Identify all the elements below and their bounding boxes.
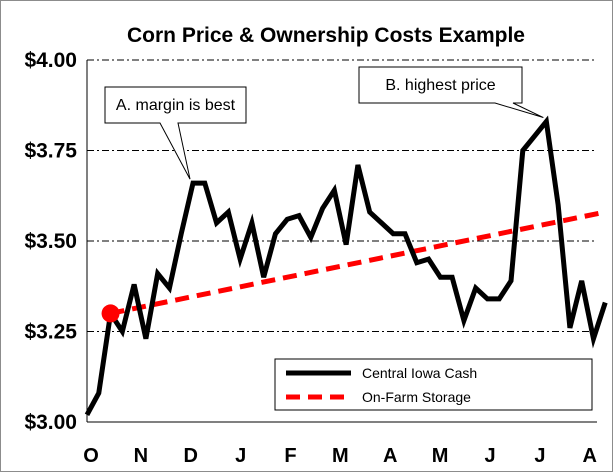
y-tick-label: $4.00 <box>24 49 77 72</box>
x-tick-label: M <box>432 445 449 467</box>
x-tick-label: O <box>83 445 99 467</box>
y-tick-label: $3.75 <box>24 140 77 163</box>
grid-lines <box>87 59 597 332</box>
series-line-on-farm-storage <box>110 209 606 316</box>
series-line-central-iowa-cash <box>84 115 608 416</box>
callout-label: A. margin is best <box>116 97 236 114</box>
legend: Central Iowa Cash On-Farm Storage <box>274 358 593 411</box>
series-group <box>84 115 608 416</box>
legend-label-central-iowa-cash: Central Iowa Cash <box>362 365 477 381</box>
x-tick-label: M <box>332 445 349 467</box>
callout-box <box>358 66 544 119</box>
x-tick-label: N <box>134 445 148 467</box>
x-tick-label: F <box>284 445 296 467</box>
callout-label: B. highest price <box>385 77 495 94</box>
y-tick-labels: $3.00 $3.25 $3.50 $3.75 $4.00 <box>24 49 77 434</box>
y-tick-label: $3.00 <box>24 411 77 434</box>
start-point-marker <box>101 304 120 323</box>
x-tick-label: J <box>534 445 545 467</box>
callout-box <box>104 86 247 180</box>
x-tick-label: A <box>583 445 597 467</box>
x-tick-label: J <box>235 445 246 467</box>
axes <box>86 60 597 423</box>
legend-box <box>274 358 593 411</box>
callouts: A. margin is best B. highest price <box>104 66 544 180</box>
x-tick-label: A <box>383 445 397 467</box>
y-tick-label: $3.50 <box>24 230 77 253</box>
x-tick-label: D <box>184 445 198 467</box>
legend-label-on-farm-storage: On-Farm Storage <box>362 389 471 405</box>
y-tick-label: $3.25 <box>24 321 77 344</box>
chart-title: Corn Price & Ownership Costs Example <box>127 24 525 47</box>
x-tick-label: J <box>484 445 495 467</box>
